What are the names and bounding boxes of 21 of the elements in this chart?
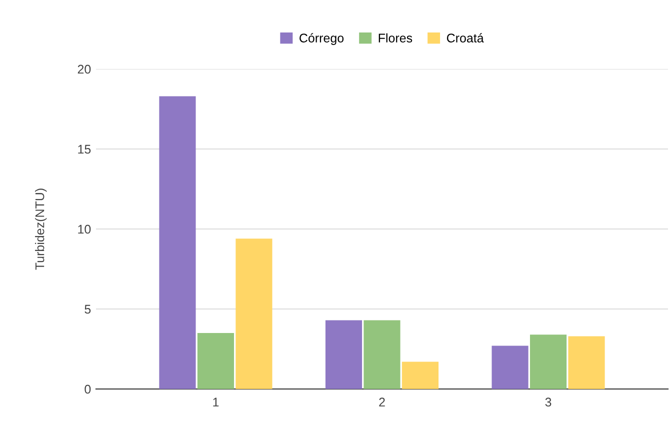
bar <box>402 362 439 389</box>
bar <box>530 334 567 389</box>
bar <box>159 96 196 389</box>
bar <box>364 320 400 389</box>
legend-label: Córrego <box>300 33 344 45</box>
y-tick-label: 15 <box>78 144 91 154</box>
legend-label: Croatá <box>446 33 484 42</box>
x-tick-label: 3 <box>545 398 552 407</box>
bar <box>492 346 528 389</box>
bar <box>568 336 605 389</box>
y-tick-label: 0 <box>84 384 91 394</box>
x-tick-label: 1 <box>213 398 219 406</box>
y-tick-label: 5 <box>84 304 91 314</box>
legend-label: Flores <box>378 33 412 42</box>
bar <box>325 320 362 389</box>
bar <box>236 238 272 389</box>
y-tick-label: 10 <box>78 224 91 234</box>
y-tick-label: 20 <box>78 64 91 74</box>
x-tick-label: 2 <box>379 398 385 406</box>
bar <box>197 333 234 389</box>
y-axis-title: Turbidez(NTU) <box>35 188 47 270</box>
